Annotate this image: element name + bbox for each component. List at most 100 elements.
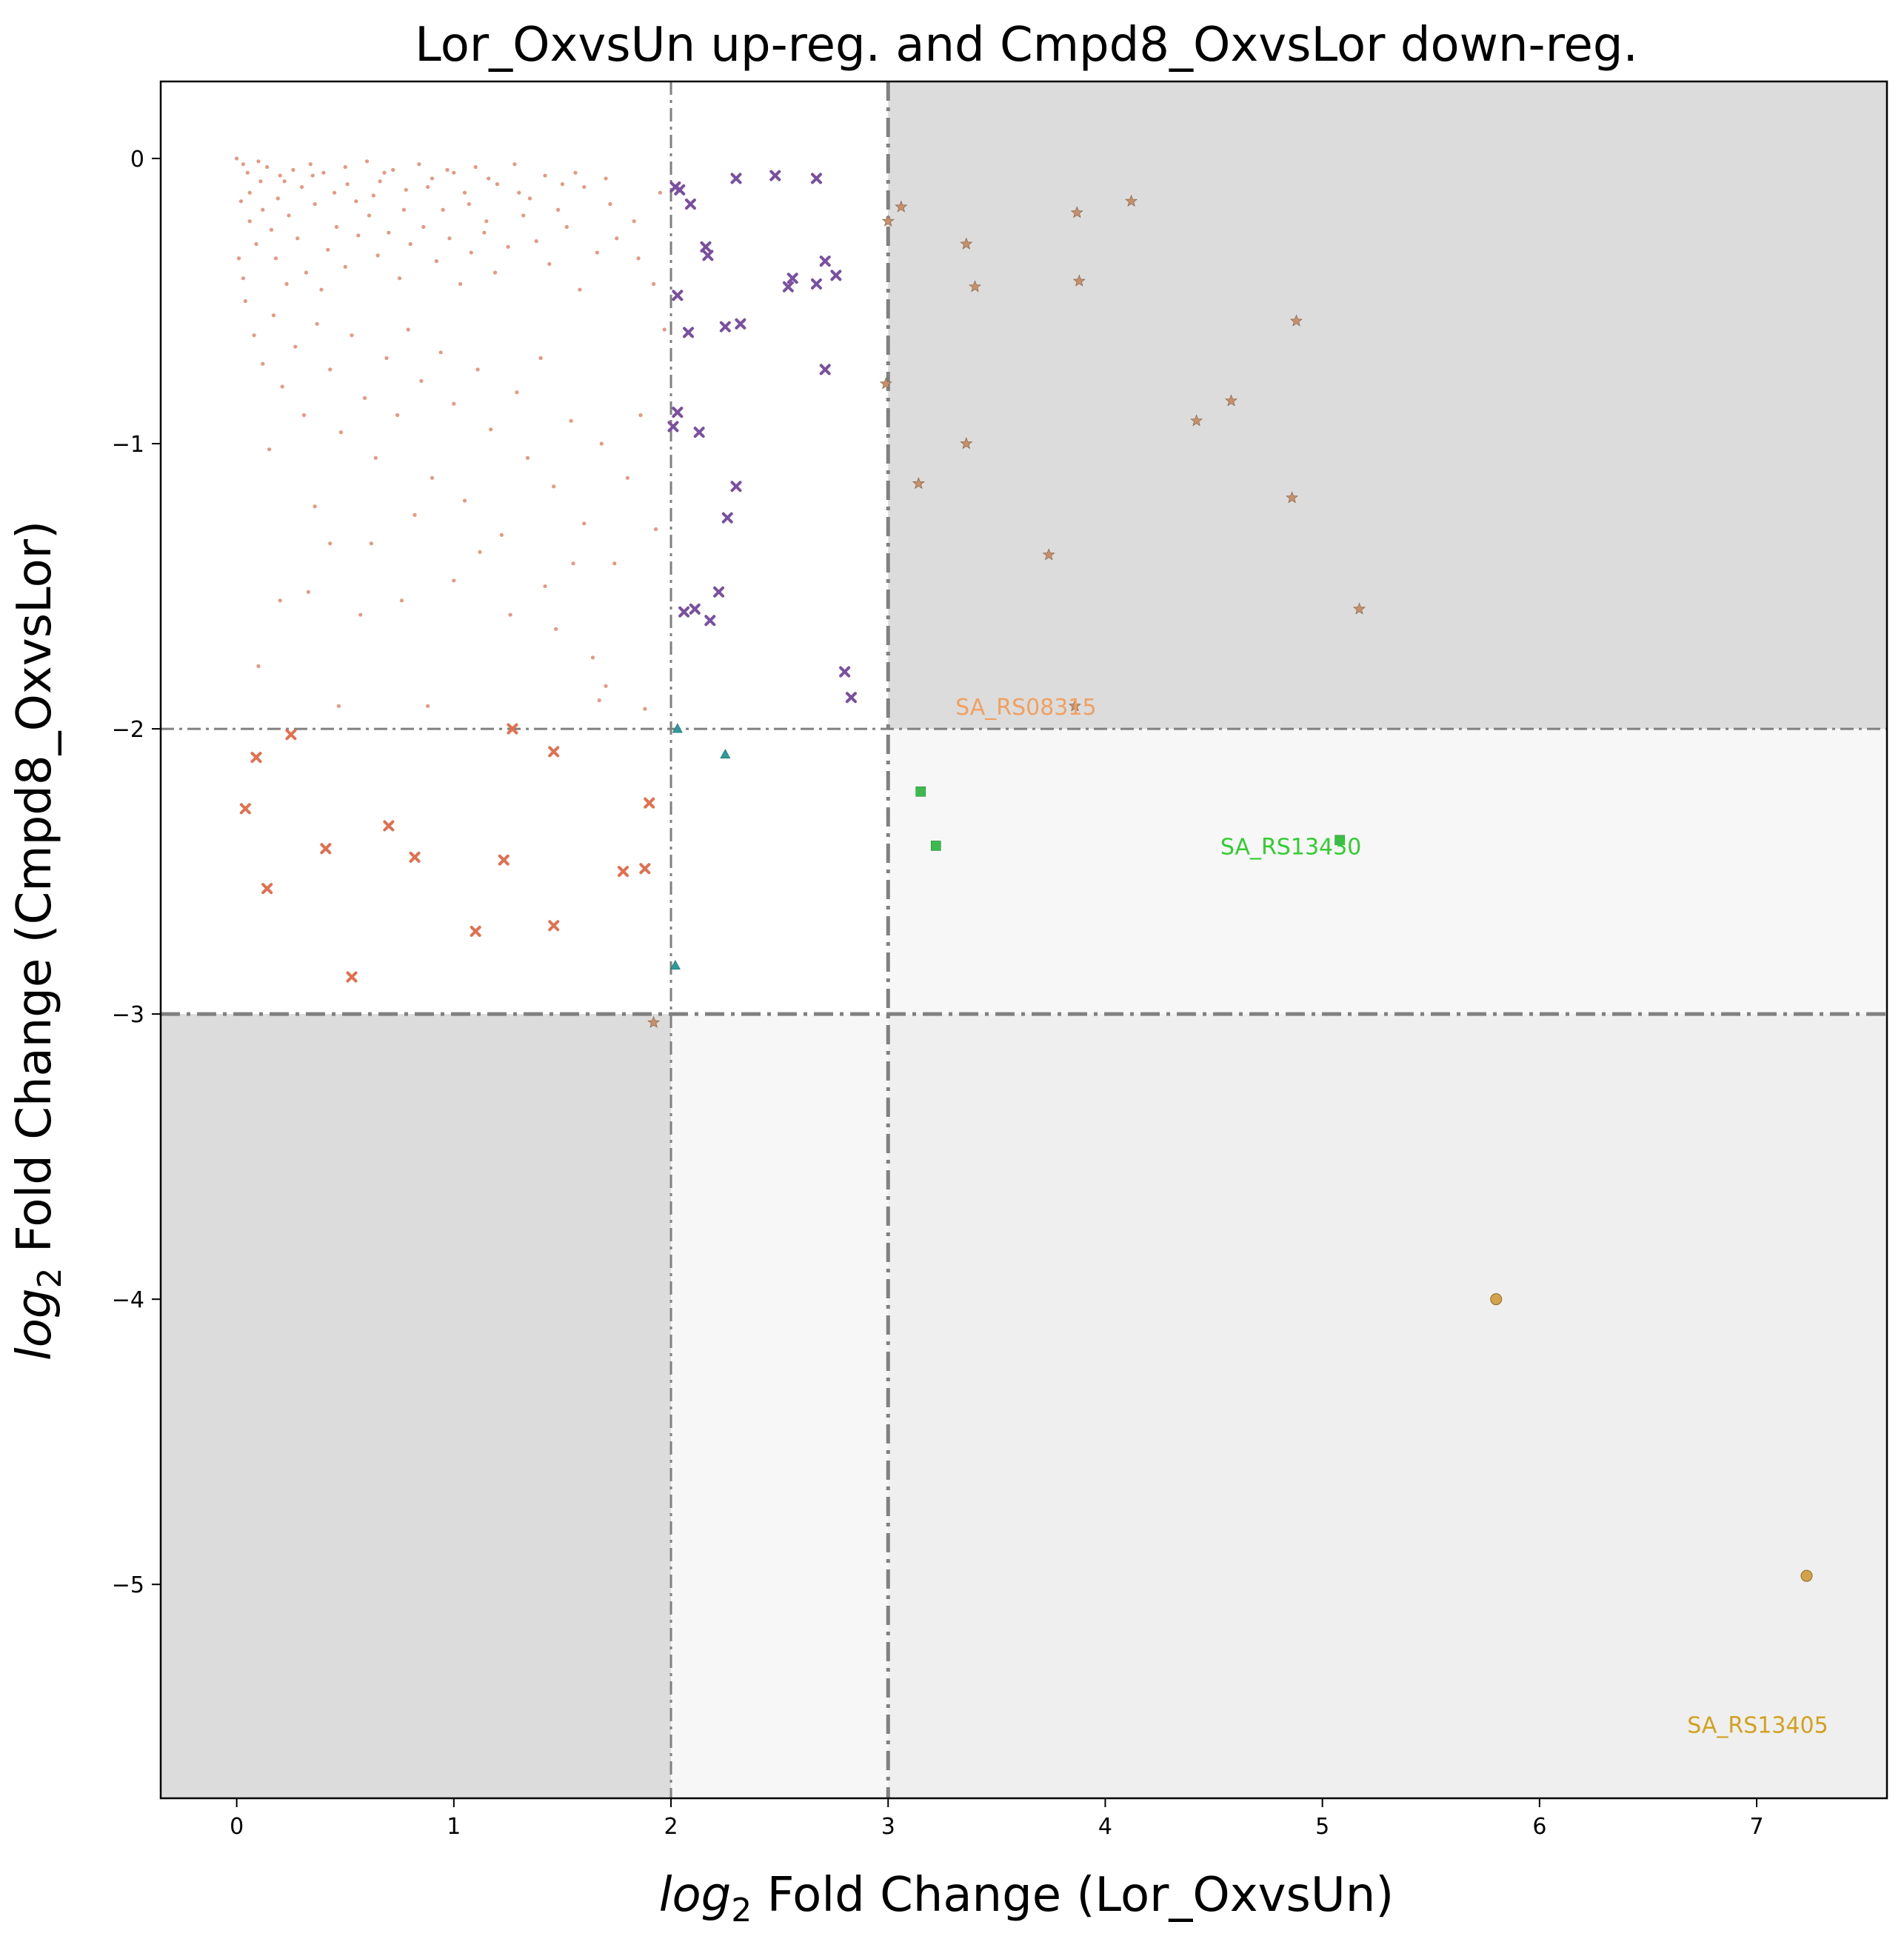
data-point-x-1-11 (810, 278, 822, 290)
data-point-dot-6-126 (236, 256, 241, 261)
annotation-label-0: SA_RS08315 (955, 695, 1096, 721)
data-point-dot-6-125 (597, 698, 601, 703)
data-point-dot-6-88 (462, 498, 467, 503)
data-point-dot-6-142 (517, 190, 521, 195)
data-point-dot-6-25 (495, 182, 500, 187)
data-point-dot-6-86 (438, 350, 443, 355)
data-point-dot-6-22 (462, 190, 467, 195)
data-point-dot-6-14 (364, 159, 370, 164)
y-tick-label-0: 0 (130, 147, 144, 173)
x-tick-label-3: 3 (881, 1814, 895, 1840)
x-tick-label-6: 6 (1532, 1814, 1546, 1840)
x-tick-label-1: 1 (447, 1814, 461, 1840)
data-point-x-1-26 (713, 586, 725, 598)
x-tick-label-5: 5 (1315, 1814, 1329, 1840)
x-tick-label-4: 4 (1098, 1814, 1112, 1840)
annotation-label-2: SA_RS13405 (1687, 1712, 1828, 1738)
data-point-dot-6-40 (304, 270, 309, 275)
data-point-dot-6-123 (478, 550, 482, 554)
data-point-dot-6-143 (555, 207, 561, 212)
data-point-dot-6-133 (319, 287, 324, 292)
data-point-star-0-5 (1072, 274, 1086, 287)
threshold-lines (161, 81, 1887, 1798)
shaded-region-0 (888, 81, 1887, 730)
data-point-dot-6-97 (582, 521, 587, 526)
data-point-x-1-9 (782, 281, 794, 293)
data-point-x-2-1 (285, 729, 297, 741)
data-point-dot-6-138 (426, 184, 430, 190)
x-axis: 0 1 2 3 4 5 6 7 (230, 1798, 1764, 1840)
data-point-dot-6-47 (375, 253, 380, 258)
data-point-star-0-11 (1225, 394, 1237, 407)
data-points (235, 156, 1813, 1582)
data-point-dot-6-3 (256, 159, 261, 164)
data-point-x-2-8 (470, 925, 481, 937)
x-tick-label-7: 7 (1750, 1814, 1764, 1840)
data-point-dot-6-96 (569, 418, 573, 423)
y-axis-label: log2 Fold Change (Cmpd8_OxvsLor) (7, 521, 69, 1361)
y-axis-label-log: log (7, 1289, 62, 1361)
data-point-dot-6-101 (638, 413, 643, 418)
data-point-dot-6-1 (241, 162, 246, 167)
data-point-dot-6-94 (538, 356, 543, 361)
data-point-dot-6-48 (387, 230, 391, 235)
data-point-dot-6-77 (338, 430, 343, 435)
data-point-dot-6-136 (382, 170, 387, 175)
data-point-x-1-8 (672, 290, 684, 301)
data-point-dot-6-39 (295, 236, 300, 241)
data-point-x-1-20 (693, 427, 705, 438)
data-point-dot-6-63 (578, 287, 582, 292)
data-point-x-1-7 (702, 250, 714, 261)
data-point-dot-6-82 (395, 413, 400, 418)
data-point-dot-6-9 (308, 162, 313, 167)
data-point-dot-6-70 (261, 361, 265, 366)
data-point-x-2-9 (498, 854, 510, 866)
y-tick-label-2: −2 (112, 717, 144, 743)
data-point-dot-6-116 (590, 655, 595, 660)
data-point-x-1-24 (689, 603, 701, 615)
data-point-dot-6-87 (452, 401, 456, 406)
data-point-dot-6-6 (282, 179, 287, 184)
data-point-x-1-19 (667, 421, 679, 433)
data-point-x-1-27 (839, 666, 851, 678)
data-point-dot-6-145 (608, 201, 612, 207)
data-point-dot-6-20 (441, 207, 445, 212)
data-point-dot-6-60 (534, 239, 538, 244)
data-point-dot-6-21 (452, 170, 456, 175)
data-point-x-1-21 (730, 481, 742, 493)
data-point-dot-6-72 (280, 384, 284, 389)
data-point-dot-6-119 (267, 447, 272, 452)
data-point-dot-6-36 (269, 227, 274, 232)
data-point-x-2-0 (250, 752, 262, 764)
data-point-dot-6-23 (473, 164, 478, 170)
y-axis-label-rest: Fold Change (Cmpd8_OxvsLor) (7, 521, 62, 1268)
shaded-regions (161, 81, 1887, 1798)
data-point-x-1-12 (819, 256, 831, 267)
data-point-star-0-12 (912, 477, 925, 490)
data-point-x-1-15 (719, 321, 731, 333)
data-point-dot-6-7 (291, 167, 295, 172)
data-point-dot-6-146 (632, 219, 636, 224)
data-point-dot-6-100 (625, 475, 629, 480)
x-axis-label: log2 Fold Change (Lor_OxvsUn) (659, 1868, 1394, 1929)
data-point-dot-6-52 (434, 258, 438, 264)
data-point-dot-6-78 (350, 333, 354, 338)
data-point-star-0-15 (1353, 602, 1366, 615)
shaded-region-2 (888, 729, 1887, 1015)
data-point-star-0-13 (1286, 491, 1299, 504)
data-point-x-2-11 (548, 746, 560, 758)
data-point-x-2-14 (639, 863, 651, 875)
data-point-x-1-18 (672, 407, 684, 418)
data-point-x-2-5 (383, 820, 395, 832)
data-point-dot-6-68 (243, 298, 247, 304)
data-point-dot-6-66 (636, 256, 641, 261)
data-point-dot-6-95 (552, 484, 556, 489)
data-point-dot-6-81 (384, 356, 389, 361)
data-point-circle-5-0 (1490, 1293, 1503, 1306)
data-point-dot-6-122 (412, 513, 417, 517)
data-point-dot-6-37 (273, 256, 278, 261)
data-point-dot-6-127 (241, 276, 246, 281)
chart-title: Lor_OxvsUn up-reg. and Cmpd8_OxvsLor dow… (415, 18, 1638, 73)
data-point-dot-6-30 (582, 184, 587, 190)
